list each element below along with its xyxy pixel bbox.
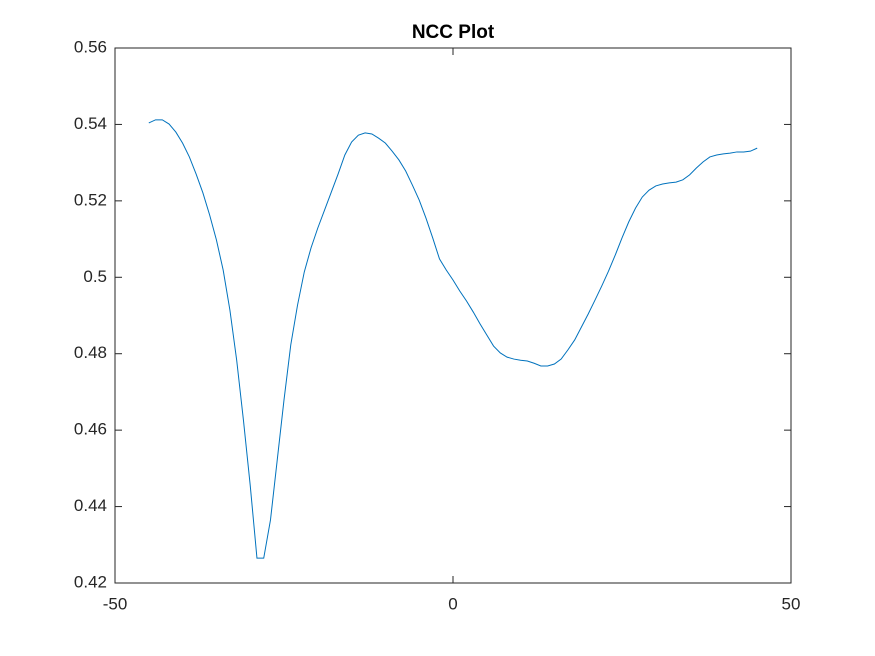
- x-tick-label: 0: [448, 594, 457, 613]
- x-tick-label: 50: [782, 594, 801, 613]
- y-tick-label: 0.42: [74, 572, 107, 591]
- chart-title: NCC Plot: [412, 22, 495, 43]
- y-tick-label: 0.54: [74, 114, 107, 133]
- y-tick-label: 0.48: [74, 343, 107, 362]
- plot-box: [114, 47, 792, 584]
- data-line: [148, 119, 758, 559]
- x-tick-label: -50: [103, 594, 128, 613]
- y-tick-label: 0.56: [74, 37, 107, 56]
- y-tick-label: 0.5: [83, 267, 107, 286]
- y-tick-label: 0.52: [74, 190, 107, 209]
- y-tick-label: 0.44: [74, 496, 107, 515]
- y-tick-label: 0.46: [74, 420, 107, 439]
